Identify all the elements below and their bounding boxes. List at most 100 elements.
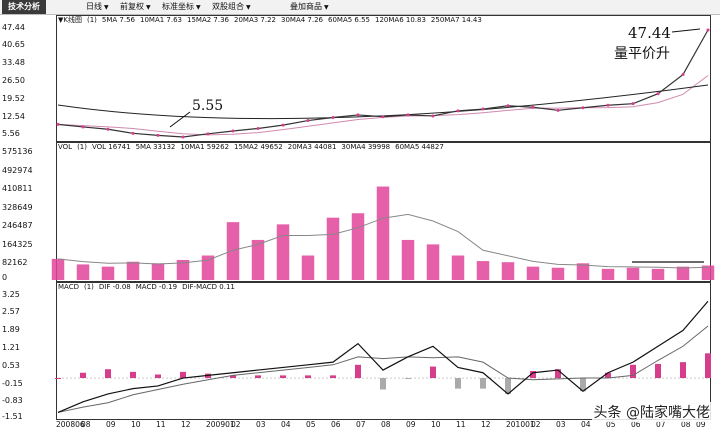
x-tick-label: 08	[81, 420, 91, 429]
low-arrow-line	[169, 111, 191, 128]
volume-bar	[151, 263, 165, 280]
macd-y-tick: 1.89	[2, 325, 20, 334]
price-point	[706, 28, 710, 32]
volume-bar	[251, 239, 265, 280]
low-price-annotation: 5.55	[192, 98, 224, 114]
price-point	[156, 133, 160, 137]
macd-hist-bar	[305, 375, 311, 379]
macd-hist-bar	[80, 372, 86, 379]
macd-hist-bar	[180, 371, 186, 379]
volume-ma-line	[57, 213, 709, 269]
macd-hist-bar	[405, 378, 411, 380]
price-legend: ▼K线图 (1) 5MA 7.56 10MA1 7.63 15MA2 7.36 20MA3…	[58, 16, 482, 24]
price-point	[356, 113, 360, 117]
volume-bar	[51, 258, 65, 280]
menu-scale[interactable]: 标准坐标 ▼	[162, 2, 201, 11]
price-line	[57, 29, 709, 138]
price-point	[331, 115, 335, 119]
x-tick-label: 10	[131, 420, 141, 429]
dea-line	[57, 325, 709, 413]
x-tick-label: 07	[656, 420, 666, 429]
chevron-down-icon: ▼	[324, 4, 329, 11]
menu-adjust[interactable]: 前复权 ▼	[120, 2, 151, 11]
macd-hist-bar	[330, 375, 336, 379]
macd-panel[interactable]	[56, 282, 711, 420]
volume-y-tick: 328649	[2, 203, 33, 212]
price-y-tick: 33.48	[2, 58, 25, 67]
macd-hist-bar	[280, 375, 286, 379]
volume-bar	[201, 255, 215, 280]
volume-bar	[626, 267, 640, 280]
price-point	[106, 127, 110, 131]
volume-bar	[451, 255, 465, 280]
x-tick-label: 08	[381, 420, 391, 429]
macd-hist-bar	[605, 372, 611, 379]
volume-bar	[551, 267, 565, 280]
macd-hist-bar	[705, 353, 711, 379]
volume-y-tick: 0	[2, 273, 8, 282]
price-point	[206, 132, 210, 136]
price-panel[interactable]	[56, 15, 711, 142]
price-point	[81, 125, 85, 129]
volume-flat-price-up-note: 量平价升	[614, 46, 670, 62]
menu-dual[interactable]: 双股组合 ▼	[212, 2, 251, 11]
menu-daily[interactable]: 日线 ▼	[86, 2, 109, 11]
macd-hist-bar	[530, 370, 536, 379]
x-tick-label: 09	[106, 420, 116, 429]
volume-bar	[326, 217, 340, 280]
chevron-down-icon: ▼	[196, 4, 201, 11]
volume-panel[interactable]	[56, 142, 711, 282]
price-point	[581, 106, 585, 110]
x-tick-label: 12	[181, 420, 191, 429]
volume-y-tick: 410811	[2, 184, 33, 193]
price-point	[406, 113, 410, 117]
high-arrow-line	[671, 28, 701, 33]
macd-y-tick: 1.21	[2, 343, 20, 352]
menu-overlay[interactable]: 叠加商品 ▼	[290, 2, 329, 11]
x-tick-label: 06	[331, 420, 341, 429]
macd-hist-bar	[455, 378, 461, 389]
price-y-tick: 40.65	[2, 40, 25, 49]
x-tick-label: 05	[606, 420, 616, 429]
price-point	[431, 114, 435, 118]
volume-bar	[276, 224, 290, 280]
x-tick-label: 11	[456, 420, 466, 429]
macd-y-tick: -1.51	[2, 412, 23, 421]
annotations	[169, 28, 701, 128]
x-tick-label: 08	[681, 420, 691, 429]
price-y-tick: 19.52	[2, 94, 25, 103]
volume-y-tick: 575136	[2, 147, 33, 156]
volume-bar	[476, 261, 490, 280]
macd-hist-bar	[480, 378, 486, 389]
chevron-down-icon: ▼	[246, 4, 251, 11]
price-point	[231, 129, 235, 133]
price-point	[656, 92, 660, 96]
volume-bar	[176, 259, 190, 280]
macd-hist-bar	[255, 375, 261, 379]
macd-hist-bar	[105, 369, 111, 379]
x-tick-label: 200806	[56, 420, 85, 429]
volume-bar	[126, 261, 140, 280]
price-y-tick: 5.56	[2, 129, 20, 138]
volume-bar	[226, 222, 240, 280]
x-tick-label: 02	[231, 420, 241, 429]
volume-y-tick: 246487	[2, 221, 33, 230]
price-point	[481, 107, 485, 111]
high-price-annotation: 47.44	[628, 24, 671, 42]
volume-bar	[301, 255, 315, 280]
x-tick-label: 11	[156, 420, 166, 429]
price-point	[256, 126, 260, 130]
x-tick-label: 07	[356, 420, 366, 429]
price-long-ma-line	[57, 84, 709, 120]
volume-bar	[526, 266, 540, 280]
macd-hist-bar	[230, 375, 236, 379]
price-point	[681, 73, 685, 77]
volume-bar	[601, 268, 615, 280]
macd-hist-bar	[630, 364, 636, 379]
x-tick-label: 03	[256, 420, 266, 429]
volume-legend: VOL (1) VOL 16741 5MA 33132 10MA1 59262 15MA2…	[58, 143, 444, 151]
price-point	[181, 135, 185, 139]
volume-series	[51, 186, 715, 280]
macd-hist-bar	[580, 378, 586, 392]
